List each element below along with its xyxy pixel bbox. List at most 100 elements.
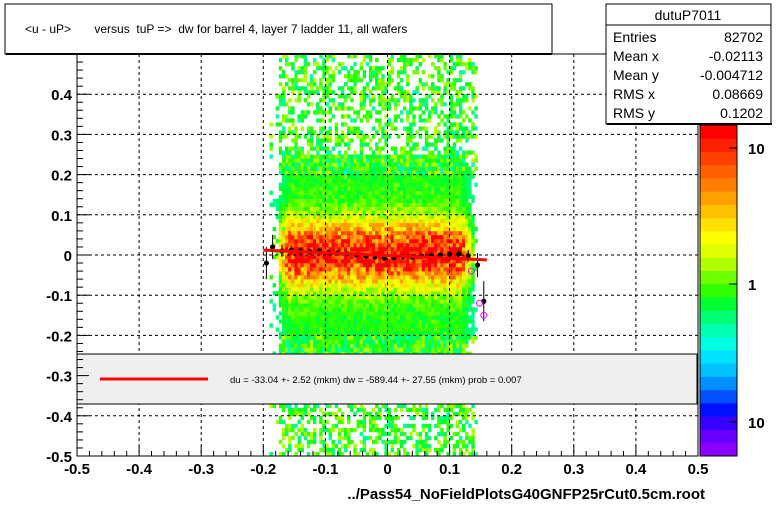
heatmap-cell xyxy=(452,343,457,348)
heatmap-cell xyxy=(443,134,447,139)
heatmap-cell xyxy=(378,291,382,296)
profile-point xyxy=(447,251,453,257)
heatmap-cell xyxy=(340,299,345,304)
heatmap-cell xyxy=(353,110,357,115)
heatmap-cell xyxy=(300,150,304,155)
color-bar-swatch xyxy=(700,244,737,258)
heatmap-cell xyxy=(359,287,363,292)
heatmap-cell xyxy=(362,331,367,336)
heatmap-cell xyxy=(455,94,460,99)
heatmap-cell xyxy=(462,443,466,449)
heatmap-cell xyxy=(471,158,475,163)
heatmap-cell xyxy=(291,130,295,135)
heatmap-cell xyxy=(381,130,385,135)
heatmap-cell xyxy=(303,343,308,348)
heatmap-cell xyxy=(399,271,404,276)
heatmap-cell xyxy=(319,255,323,260)
heatmap-cell xyxy=(313,202,317,207)
heatmap-cell xyxy=(328,448,332,453)
heatmap-cell xyxy=(347,343,351,348)
heatmap-cell xyxy=(297,170,301,175)
heatmap-cell xyxy=(294,186,298,191)
heatmap-cell xyxy=(437,74,441,79)
heatmap-cell xyxy=(300,206,304,212)
heatmap-cell xyxy=(449,86,453,91)
heatmap-cell xyxy=(471,255,475,260)
heatmap-cell xyxy=(328,218,332,224)
heatmap-cell xyxy=(322,439,326,445)
heatmap-cell xyxy=(322,259,326,264)
heatmap-cell xyxy=(403,178,407,183)
heatmap-cell xyxy=(309,234,314,240)
heatmap-cell xyxy=(309,230,314,236)
heatmap-cell xyxy=(443,130,447,135)
heatmap-cell xyxy=(452,154,457,159)
heatmap-cell xyxy=(440,234,444,240)
heatmap-cell xyxy=(449,154,453,159)
heatmap-cell xyxy=(455,343,460,348)
heatmap-cell xyxy=(440,174,444,179)
heatmap-cell xyxy=(455,186,460,191)
heatmap-cell xyxy=(306,166,311,171)
heatmap-cell xyxy=(393,114,398,119)
heatmap-cell xyxy=(458,126,463,131)
heatmap-cell xyxy=(381,78,385,83)
heatmap-cell xyxy=(384,335,388,340)
heatmap-cell xyxy=(387,452,391,456)
heatmap-cell xyxy=(313,158,317,163)
heatmap-cell xyxy=(381,166,385,171)
heatmap-cell xyxy=(322,271,326,276)
heatmap-cell xyxy=(421,448,426,453)
heatmap-cell xyxy=(278,134,283,139)
heatmap-cell xyxy=(431,110,435,115)
heatmap-cell xyxy=(356,255,360,260)
heatmap-cell xyxy=(434,291,438,296)
heatmap-cell xyxy=(384,407,388,413)
heatmap-cell xyxy=(269,299,273,304)
heatmap-cell xyxy=(458,162,463,167)
heatmap-cell xyxy=(443,251,447,256)
heatmap-cell xyxy=(427,287,432,292)
heatmap-cell xyxy=(381,198,385,203)
heatmap-cell xyxy=(331,186,335,191)
heatmap-cell xyxy=(465,202,469,207)
heatmap-cell xyxy=(399,202,404,207)
heatmap-cell xyxy=(375,58,379,63)
heatmap-cell xyxy=(381,106,385,111)
heatmap-cell xyxy=(340,242,345,248)
heatmap-cell xyxy=(418,311,422,316)
heatmap-cell xyxy=(362,98,367,103)
heatmap-cell xyxy=(406,98,410,103)
heatmap-cell xyxy=(278,283,283,288)
heatmap-cell xyxy=(319,118,323,123)
heatmap-cell xyxy=(288,331,292,336)
heatmap-cell xyxy=(337,431,342,437)
heatmap-cell xyxy=(415,448,419,453)
heatmap-cell xyxy=(325,347,329,352)
heatmap-cell xyxy=(381,291,385,296)
heatmap-cell xyxy=(424,106,429,111)
heatmap-cell xyxy=(337,142,342,147)
heatmap-cell xyxy=(375,403,379,408)
heatmap-cell xyxy=(350,130,354,135)
heatmap-cell xyxy=(415,259,419,264)
heatmap-cell xyxy=(306,218,311,224)
heatmap-cell xyxy=(334,242,339,248)
heatmap-cell xyxy=(375,86,379,91)
heatmap-cell xyxy=(313,194,317,199)
heatmap-cell xyxy=(403,311,407,316)
heatmap-cell xyxy=(471,194,475,199)
heatmap-cell xyxy=(297,114,301,119)
heatmap-cell xyxy=(421,407,426,413)
heatmap-cell xyxy=(384,102,388,107)
heatmap-cell xyxy=(462,86,466,91)
heatmap-cell xyxy=(303,435,308,441)
heatmap-cell xyxy=(443,343,447,348)
heatmap-cell xyxy=(403,303,407,308)
heatmap-cell xyxy=(337,327,342,332)
heatmap-cell xyxy=(303,222,308,228)
heatmap-cell xyxy=(281,407,286,413)
heatmap-cell xyxy=(300,255,304,260)
heatmap-cell xyxy=(309,226,314,232)
x-tick-label: -0.3 xyxy=(188,461,214,478)
